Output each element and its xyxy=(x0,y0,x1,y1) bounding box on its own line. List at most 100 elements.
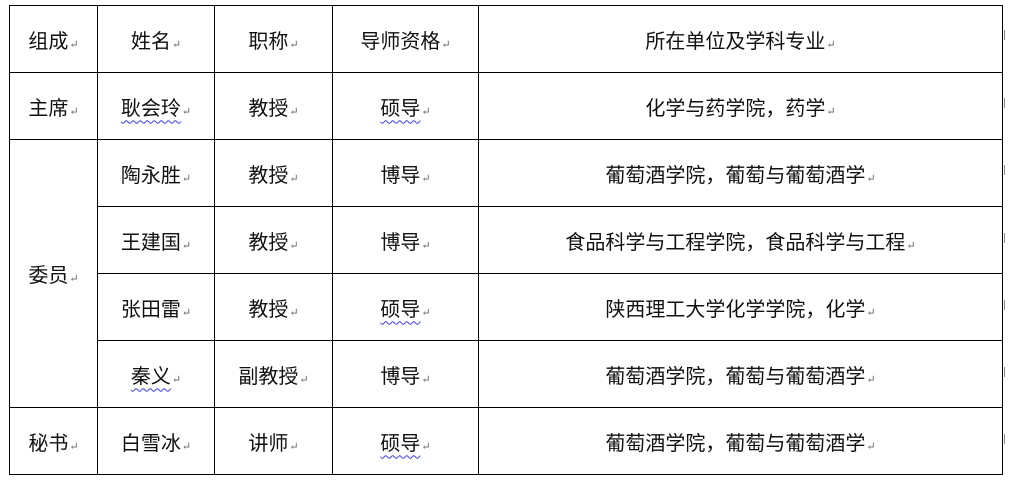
group-label: 委员 xyxy=(28,263,69,287)
member-name: 陶永胜 xyxy=(120,162,181,187)
header-title: 职称 xyxy=(248,28,289,53)
member-title: 教授 xyxy=(248,162,289,187)
group-label: 主席 xyxy=(28,95,69,120)
paragraph-mark: ↵ xyxy=(181,171,192,185)
member-title: 副教授 xyxy=(238,363,299,388)
header-unit: 所在单位及学科专业 xyxy=(645,28,826,53)
margin-mark xyxy=(1004,165,1005,175)
member-name-cell: 张田雷↵ xyxy=(97,273,215,341)
supervisor-qualification: 博导 xyxy=(380,363,421,388)
member-unit-cell: 化学与药学院，药学↵ xyxy=(478,72,1003,140)
paragraph-mark: ↵ xyxy=(69,272,79,285)
paragraph-mark: ↵ xyxy=(69,104,79,118)
paragraph-mark: ↵ xyxy=(866,171,876,185)
supervisor-qualification-cell: 博导↵ xyxy=(332,139,479,207)
member-name: 王建国 xyxy=(120,229,181,254)
margin-mark xyxy=(1004,300,1005,310)
table-row: 秘书↵ 白雪冰↵ 讲师↵ 硕导↵ 葡萄酒学院，葡萄与葡萄酒学↵ xyxy=(9,407,1003,475)
table-row: 王建国↵ 教授↵ 博导↵ 食品科学与工程学院，食品科学与工程↵ xyxy=(10,206,1003,274)
paragraph-mark: ↵ xyxy=(906,238,916,252)
paragraph-mark: ↵ xyxy=(826,104,836,118)
member-name: 秦义 xyxy=(130,363,171,388)
supervisor-qualification-cell: 博导↵ xyxy=(332,340,479,408)
member-name-cell: 王建国↵ xyxy=(97,206,215,274)
member-title-cell: 教授↵ xyxy=(214,273,333,341)
paragraph-mark: ↵ xyxy=(289,171,299,185)
paragraph-mark: ↵ xyxy=(421,439,431,453)
member-name-cell: 陶永胜↵ xyxy=(97,139,215,207)
header-cell: 组成↵ xyxy=(9,5,98,73)
header-cell: 导师资格↵ xyxy=(332,5,479,73)
margin-mark xyxy=(1004,30,1005,40)
paragraph-mark: ↵ xyxy=(421,372,431,386)
table-row: 张田雷↵ 教授↵ 硕导↵ 陕西理工大学化学学院，化学↵ xyxy=(10,273,1003,341)
margin-mark xyxy=(1004,434,1005,444)
paragraph-mark: ↵ xyxy=(171,37,182,51)
paragraph-mark: ↵ xyxy=(299,372,309,386)
header-cell: 所在单位及学科专业↵ xyxy=(478,5,1003,73)
paragraph-mark: ↵ xyxy=(181,104,192,118)
paragraph-mark: ↵ xyxy=(181,305,192,319)
paragraph-mark: ↵ xyxy=(441,37,451,51)
member-unit: 化学与药学院，药学 xyxy=(645,95,826,120)
member-unit: 葡萄酒学院，葡萄与葡萄酒学 xyxy=(605,363,866,388)
member-unit: 葡萄酒学院，葡萄与葡萄酒学 xyxy=(605,162,866,187)
header-name: 姓名 xyxy=(130,28,171,53)
paragraph-mark: ↵ xyxy=(181,238,192,252)
group-label: 秘书 xyxy=(28,430,69,455)
paragraph-mark: ↵ xyxy=(289,104,299,118)
paragraph-mark: ↵ xyxy=(421,238,431,252)
member-unit-cell: 葡萄酒学院，葡萄与葡萄酒学↵ xyxy=(478,407,1003,475)
committee-table: 组成↵ 姓名↵ 职称↵ 导师资格↵ 所在单位及学科专业↵ 主席↵ 耿会玲↵ 教授↵ 硕… xyxy=(9,5,1003,475)
member-title: 讲师 xyxy=(248,430,289,455)
supervisor-qualification: 硕导 xyxy=(380,95,421,120)
supervisor-qualification: 博导 xyxy=(380,229,421,254)
member-title-cell: 教授↵ xyxy=(214,139,333,207)
supervisor-qualification: 硕导 xyxy=(380,430,421,455)
paragraph-mark: ↵ xyxy=(289,439,299,453)
member-title-cell: 教授↵ xyxy=(214,72,333,140)
paragraph-mark: ↵ xyxy=(171,372,182,386)
member-unit-cell: 食品科学与工程学院，食品科学与工程↵ xyxy=(478,206,1003,274)
table-row: 主席↵ 耿会玲↵ 教授↵ 硕导↵ 化学与药学院，药学↵ xyxy=(9,72,1003,140)
paragraph-mark: ↵ xyxy=(421,104,431,118)
supervisor-qualification: 硕导 xyxy=(380,296,421,321)
paragraph-mark: ↵ xyxy=(421,171,431,185)
paragraph-mark: ↵ xyxy=(289,238,299,252)
header-cell: 职称↵ xyxy=(214,5,333,73)
member-title: 教授 xyxy=(248,296,289,321)
paragraph-mark: ↵ xyxy=(181,439,192,453)
header-cell: 姓名↵ xyxy=(97,5,215,73)
member-title: 教授 xyxy=(248,229,289,254)
member-unit-cell: 葡萄酒学院，葡萄与葡萄酒学↵ xyxy=(478,340,1003,408)
margin-mark xyxy=(1004,367,1005,377)
member-unit-cell: 葡萄酒学院，葡萄与葡萄酒学↵ xyxy=(478,139,1003,207)
header-qualification: 导师资格 xyxy=(360,28,441,53)
member-name: 耿会玲 xyxy=(120,95,181,120)
header-row: 组成↵ 姓名↵ 职称↵ 导师资格↵ 所在单位及学科专业↵ xyxy=(9,5,1003,73)
paragraph-mark: ↵ xyxy=(69,439,79,453)
member-title-cell: 讲师↵ xyxy=(214,407,333,475)
header-group: 组成 xyxy=(28,28,69,53)
paragraph-mark: ↵ xyxy=(826,37,836,51)
paragraph-mark: ↵ xyxy=(866,305,876,319)
supervisor-qualification-cell: 博导↵ xyxy=(332,206,479,274)
member-name-cell: 耿会玲↵ xyxy=(97,72,215,140)
member-title-cell: 教授↵ xyxy=(214,206,333,274)
paragraph-mark: ↵ xyxy=(289,305,299,319)
member-title: 教授 xyxy=(248,95,289,120)
group-label-cell: 主席↵ xyxy=(9,72,98,140)
group-label-cell: 委员↵ xyxy=(9,139,98,408)
member-name-cell: 秦义↵ xyxy=(97,340,215,408)
member-name: 张田雷 xyxy=(120,296,181,321)
supervisor-qualification-cell: 硕导↵ xyxy=(332,72,479,140)
supervisor-qualification-cell: 硕导↵ xyxy=(332,273,479,341)
paragraph-mark: ↵ xyxy=(866,439,876,453)
table-row: 秦义↵ 副教授↵ 博导↵ 葡萄酒学院，葡萄与葡萄酒学↵ xyxy=(10,340,1003,408)
member-unit: 葡萄酒学院，葡萄与葡萄酒学 xyxy=(605,430,866,455)
paragraph-mark: ↵ xyxy=(69,37,79,51)
member-title-cell: 副教授↵ xyxy=(214,340,333,408)
paragraph-mark: ↵ xyxy=(289,37,299,51)
supervisor-qualification: 博导 xyxy=(380,162,421,187)
paragraph-mark: ↵ xyxy=(421,305,431,319)
